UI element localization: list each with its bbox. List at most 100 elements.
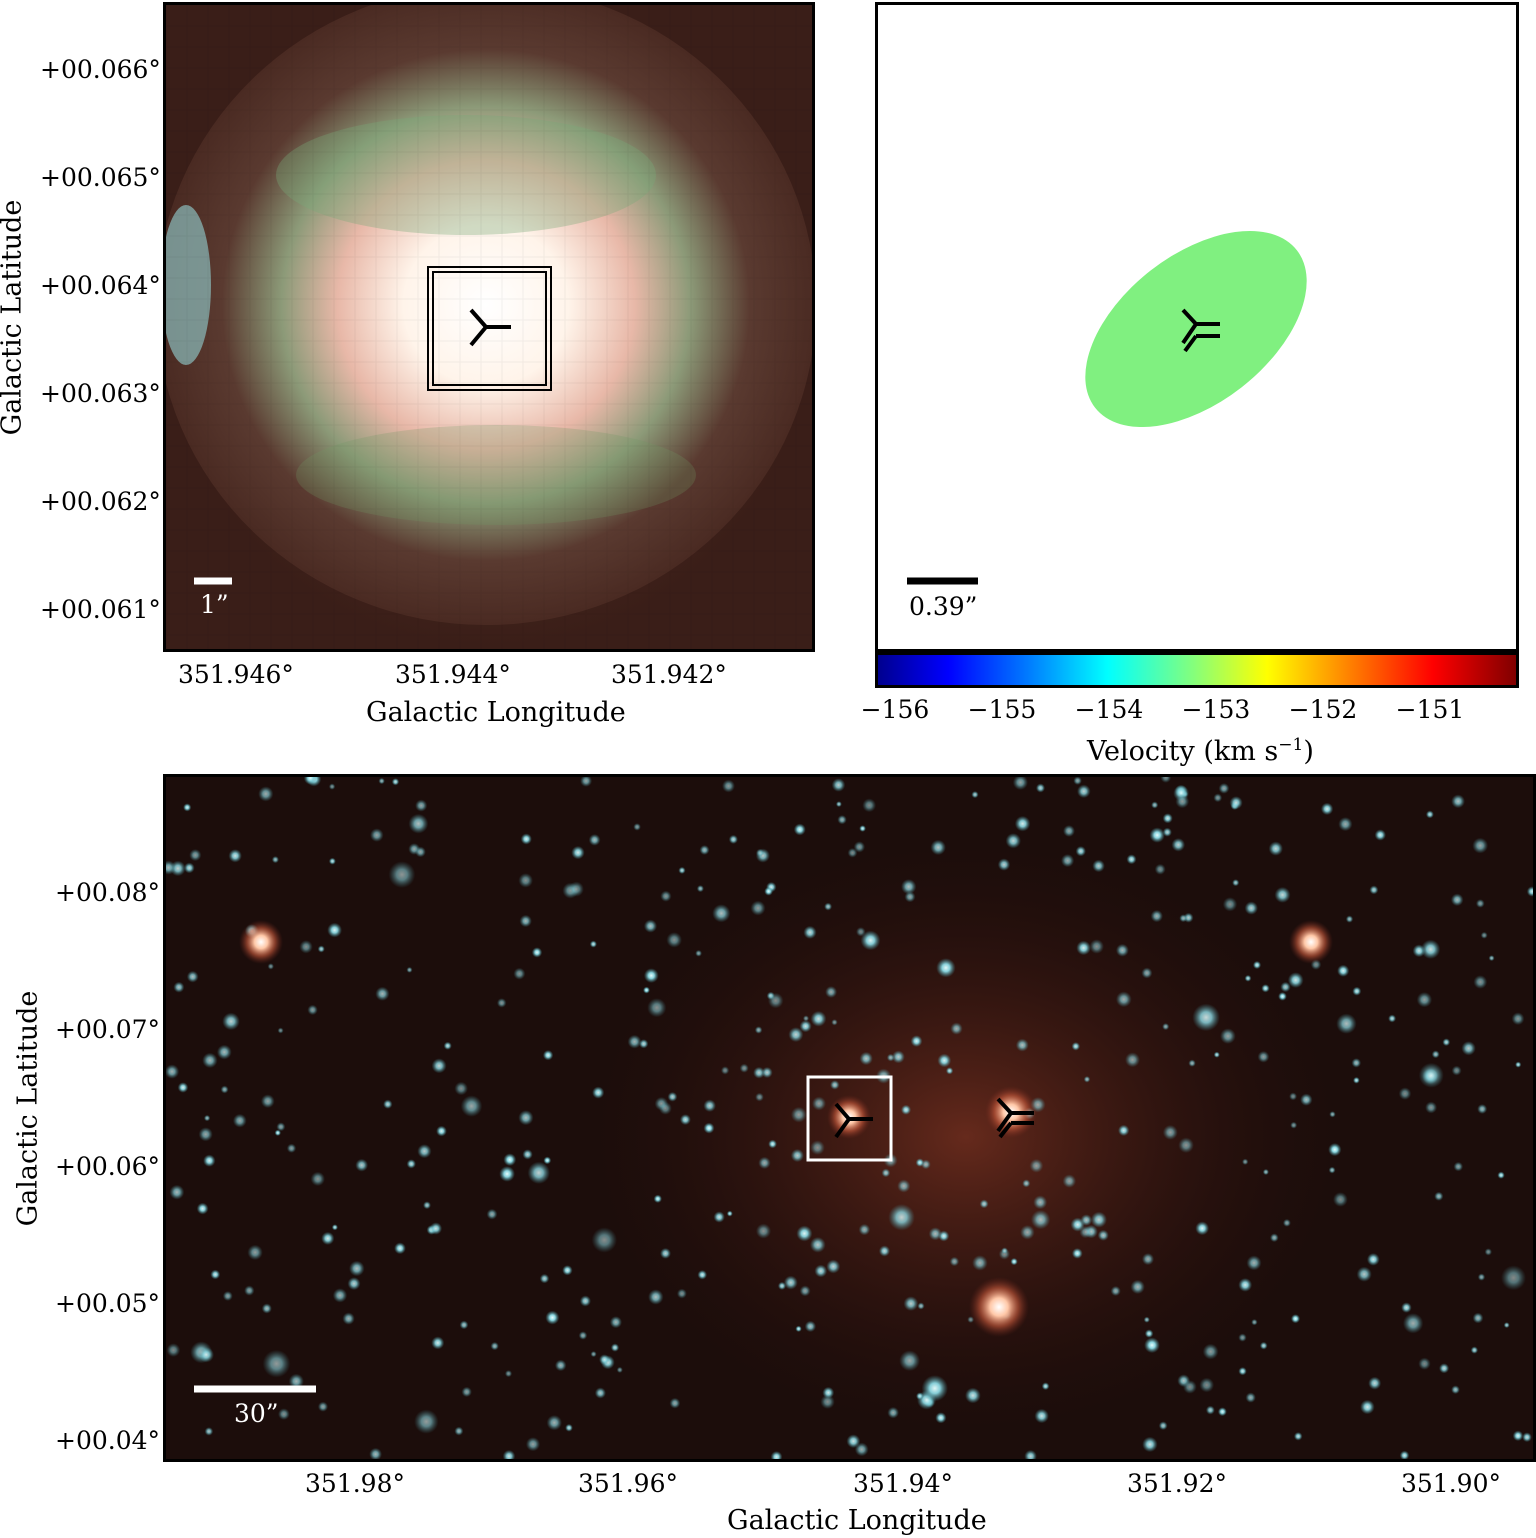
star (274, 1129, 281, 1136)
star (588, 834, 601, 846)
star (643, 968, 659, 983)
star (1352, 986, 1362, 996)
star (415, 799, 428, 812)
star (1220, 1028, 1236, 1044)
star (720, 1066, 730, 1075)
star (1154, 863, 1166, 875)
y-tick-label: +00.062° (40, 487, 161, 516)
star (930, 839, 946, 856)
star (1175, 794, 1190, 809)
star (1149, 827, 1165, 843)
x-tick-label: 351.90° (1401, 1469, 1501, 1498)
x-tick-label: 351.96° (578, 1469, 678, 1498)
star (831, 1019, 838, 1026)
star (1453, 1161, 1464, 1172)
star (210, 1269, 221, 1280)
y-tick-label: +00.05° (55, 1289, 161, 1318)
star (1005, 833, 1021, 849)
velocity-map-panel: 0.39” (875, 2, 1519, 652)
star (1512, 1430, 1524, 1442)
star (1287, 972, 1304, 988)
star (1195, 1221, 1210, 1236)
star (1484, 1248, 1493, 1256)
star (1142, 1436, 1158, 1453)
star (286, 1143, 297, 1153)
star (1035, 783, 1046, 793)
star (703, 1122, 715, 1134)
star (697, 1270, 708, 1280)
selection-box-outer (427, 266, 552, 391)
star (355, 1158, 369, 1172)
star (1503, 1322, 1510, 1329)
star (406, 966, 413, 973)
wide-field-canvas (166, 777, 1533, 1459)
star (703, 1099, 716, 1112)
star (768, 1139, 777, 1149)
star (1090, 1211, 1107, 1228)
double-marker-icon (1181, 308, 1220, 353)
star (1345, 915, 1354, 923)
x-tick-label: 351.946° (178, 660, 294, 689)
star (660, 1247, 671, 1259)
star (777, 1281, 787, 1290)
star (1218, 783, 1230, 794)
red-star (239, 920, 283, 964)
red-star (1289, 920, 1333, 964)
star (1431, 1050, 1440, 1059)
star (997, 858, 1011, 871)
star (616, 1366, 623, 1373)
star (1141, 967, 1153, 979)
star (1368, 1376, 1382, 1390)
star (369, 1447, 382, 1459)
star (1522, 1432, 1532, 1443)
star (935, 1412, 947, 1424)
velocity-ellipse (1085, 230, 1307, 428)
star (1073, 777, 1082, 785)
star (810, 1140, 825, 1155)
star (1118, 1124, 1130, 1137)
star (177, 1082, 189, 1093)
star (1472, 1312, 1484, 1324)
star (578, 1331, 588, 1340)
star (903, 1296, 919, 1311)
star (525, 1437, 541, 1452)
star (332, 1288, 348, 1303)
star (203, 1114, 211, 1122)
star (1488, 955, 1495, 962)
star (790, 1148, 805, 1163)
star (1061, 854, 1075, 868)
star (1162, 1023, 1170, 1031)
star (820, 1394, 835, 1409)
colorbar-tick-label: −153 (1181, 695, 1251, 724)
star (1229, 796, 1243, 810)
star (1110, 1285, 1121, 1297)
star (198, 1127, 213, 1142)
star (502, 1449, 516, 1459)
star (1369, 885, 1379, 895)
star (1451, 1385, 1460, 1395)
scalebar-label: 30” (234, 1399, 279, 1428)
star (667, 1091, 678, 1102)
star (666, 932, 682, 948)
star (1144, 1329, 1154, 1338)
star (653, 1194, 662, 1203)
star (202, 1052, 218, 1069)
star (1420, 939, 1441, 959)
star (1077, 784, 1091, 799)
x-tick-label: 351.98° (305, 1469, 405, 1498)
star (496, 998, 507, 1008)
star (643, 919, 658, 933)
star (443, 1041, 452, 1050)
zoom-image-panel: 1” (163, 2, 815, 652)
star (1353, 1076, 1360, 1084)
star (431, 1336, 445, 1350)
star (936, 958, 956, 978)
star (822, 1386, 835, 1399)
y-tick-label: +00.07° (55, 1015, 161, 1044)
star (915, 1158, 925, 1167)
star (1033, 1195, 1048, 1210)
y-tick-label: +00.06° (55, 1152, 161, 1181)
star (328, 783, 336, 790)
star (220, 1085, 229, 1094)
star (383, 1099, 393, 1109)
